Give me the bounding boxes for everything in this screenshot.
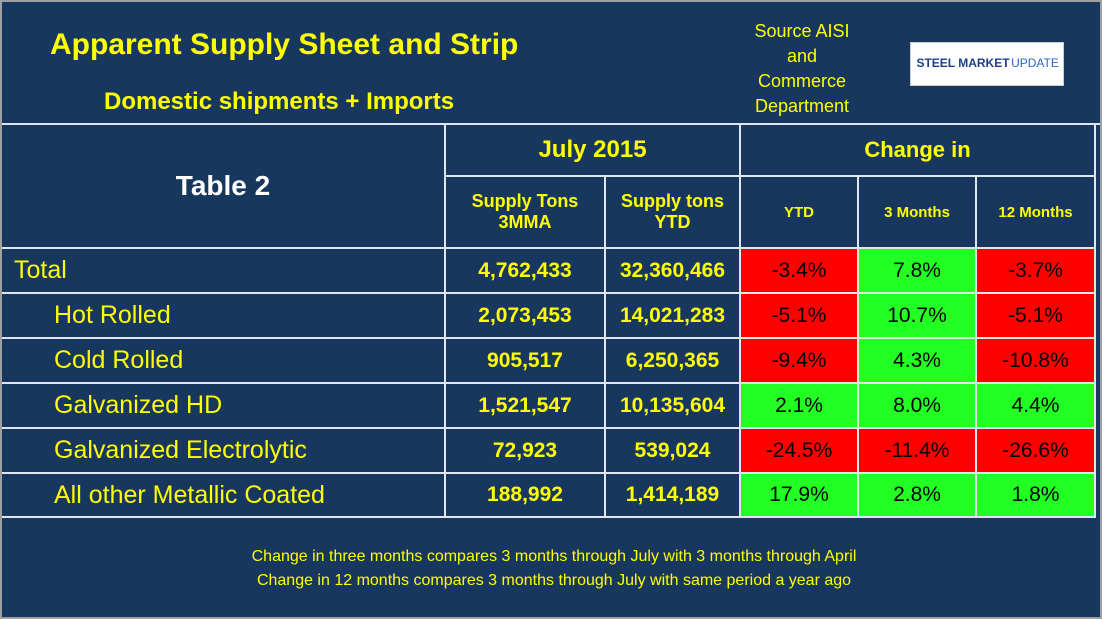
row-label: Galvanized HD <box>2 384 446 429</box>
source-line: Department <box>754 96 850 116</box>
change-cell: -5.1% <box>977 294 1096 339</box>
change-cell: 8.0% <box>859 384 977 429</box>
row-label: Hot Rolled <box>2 294 446 339</box>
column-header: 3 Months <box>859 177 977 249</box>
column-header: 12 Months <box>977 177 1096 249</box>
group-header: Change in <box>741 125 1096 177</box>
logo-text: STEEL MARKET <box>916 56 1010 70</box>
group-header: July 2015 <box>446 125 741 177</box>
change-cell: 17.9% <box>741 474 859 518</box>
change-cell: -24.5% <box>741 429 859 474</box>
row-label: Total <box>2 249 446 294</box>
change-cell: -11.4% <box>859 429 977 474</box>
footnote: Change in three months compares 3 months… <box>251 548 857 565</box>
number-cell: 32,360,466 <box>606 249 741 294</box>
number-cell: 10,135,604 <box>606 384 741 429</box>
change-cell: -9.4% <box>741 339 859 384</box>
number-cell: 4,762,433 <box>446 249 606 294</box>
number-cell: 6,250,365 <box>606 339 741 384</box>
change-cell: -3.7% <box>977 249 1096 294</box>
column-header: YTD <box>741 177 859 249</box>
change-cell: 2.8% <box>859 474 977 518</box>
change-cell: -3.4% <box>741 249 859 294</box>
row-label: All other Metallic Coated <box>2 474 446 518</box>
logo-text: UPDATE <box>1011 56 1059 70</box>
change-cell: 4.4% <box>977 384 1096 429</box>
table-label: Table 2 <box>2 125 446 249</box>
number-cell: 905,517 <box>446 339 606 384</box>
column-header: Supply Tons 3MMA <box>446 177 606 249</box>
change-cell: 10.7% <box>859 294 977 339</box>
source-line: Commerce <box>757 71 846 91</box>
subtitle: Domestic shipments + Imports <box>104 88 455 115</box>
number-cell: 14,021,283 <box>606 294 741 339</box>
source-line: Source AISI <box>754 21 850 41</box>
change-cell: -26.6% <box>977 429 1096 474</box>
logo-box <box>910 42 1064 86</box>
number-cell: 188,992 <box>446 474 606 518</box>
title: Apparent Supply Sheet and Strip <box>50 28 519 61</box>
number-cell: 539,024 <box>606 429 741 474</box>
change-cell: -5.1% <box>741 294 859 339</box>
row-label: Galvanized Electrolytic <box>2 429 446 474</box>
number-cell: 1,414,189 <box>606 474 741 518</box>
change-cell: 7.8% <box>859 249 977 294</box>
number-cell: 72,923 <box>446 429 606 474</box>
row-label: Cold Rolled <box>2 339 446 384</box>
footnote: Change in 12 months compares 3 months th… <box>256 572 852 589</box>
change-cell: 4.3% <box>859 339 977 384</box>
number-cell: 2,073,453 <box>446 294 606 339</box>
change-cell: 2.1% <box>741 384 859 429</box>
source-line: and <box>786 46 818 66</box>
number-cell: 1,521,547 <box>446 384 606 429</box>
table-top-border <box>2 123 1100 125</box>
change-cell: -10.8% <box>977 339 1096 384</box>
column-header: Supply tons YTD <box>606 177 741 249</box>
change-cell: 1.8% <box>977 474 1096 518</box>
